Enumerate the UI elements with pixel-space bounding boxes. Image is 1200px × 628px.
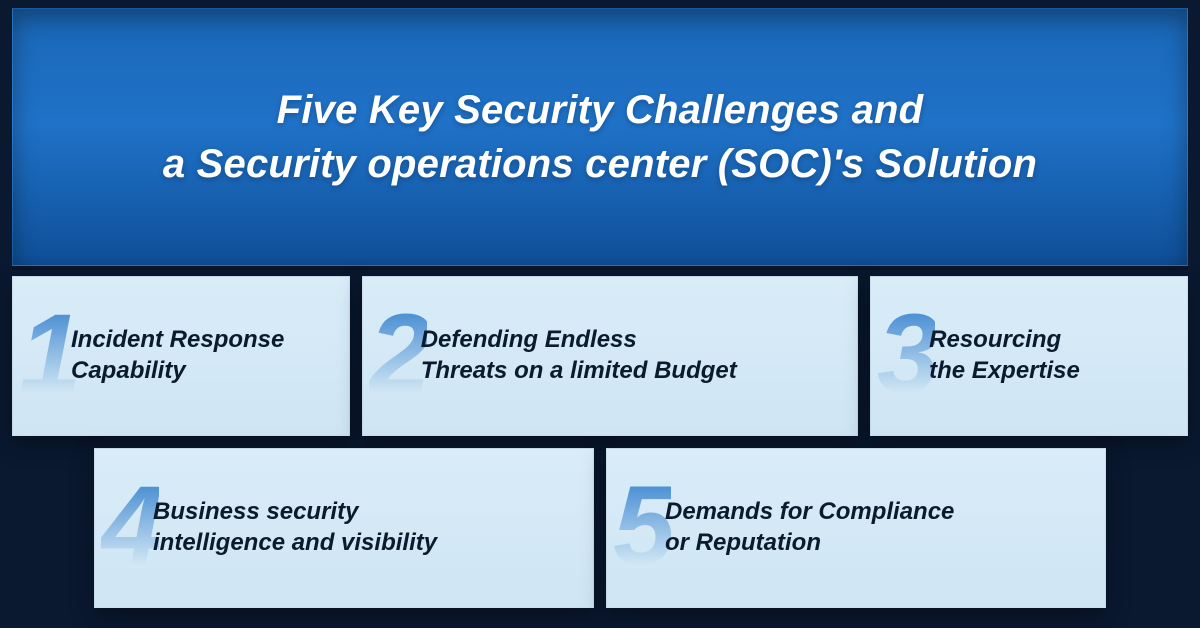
card-label: Defending Endless Threats on a limited B… xyxy=(421,325,737,386)
cards-row-2: 4 Business security intelligence and vis… xyxy=(0,448,1200,608)
card-label-line-2: the Expertise xyxy=(929,357,1080,384)
card-number: 4 xyxy=(101,470,159,582)
card-label-line-2: Threats on a limited Budget xyxy=(421,357,737,384)
card-business-intelligence: 4 Business security intelligence and vis… xyxy=(94,448,594,608)
card-label-line-2: intelligence and visibility xyxy=(153,529,437,556)
card-label-line-1: Defending Endless xyxy=(421,326,637,353)
card-label: Demands for Compliance or Reputation xyxy=(665,497,954,558)
page-title: Five Key Security Challenges and a Secur… xyxy=(163,83,1037,191)
card-label-line-1: Resourcing xyxy=(929,326,1061,353)
card-label-line-2: Capability xyxy=(71,357,186,384)
title-line-1: Five Key Security Challenges and xyxy=(277,88,924,132)
card-compliance-reputation: 5 Demands for Compliance or Reputation xyxy=(606,448,1106,608)
card-number: 3 xyxy=(877,298,935,410)
header-panel: Five Key Security Challenges and a Secur… xyxy=(12,8,1188,266)
infographic-stage: Five Key Security Challenges and a Secur… xyxy=(0,0,1200,628)
cards-row-1: 1 Incident Response Capability 2 Defendi… xyxy=(12,276,1188,436)
card-label-line-1: Demands for Compliance xyxy=(665,498,954,525)
title-line-2: a Security operations center (SOC)'s Sol… xyxy=(163,142,1037,186)
card-label: Business security intelligence and visib… xyxy=(153,497,437,558)
card-label-line-1: Business security xyxy=(153,498,358,525)
card-label: Resourcing the Expertise xyxy=(929,325,1080,386)
card-number: 2 xyxy=(369,298,427,410)
card-resourcing-expertise: 3 Resourcing the Expertise xyxy=(870,276,1188,436)
card-number: 5 xyxy=(613,470,671,582)
card-incident-response: 1 Incident Response Capability xyxy=(12,276,350,436)
card-label: Incident Response Capability xyxy=(71,325,284,386)
card-label-line-1: Incident Response xyxy=(71,326,284,353)
card-number: 1 xyxy=(19,298,77,410)
card-label-line-2: or Reputation xyxy=(665,529,821,556)
card-defending-threats: 2 Defending Endless Threats on a limited… xyxy=(362,276,858,436)
